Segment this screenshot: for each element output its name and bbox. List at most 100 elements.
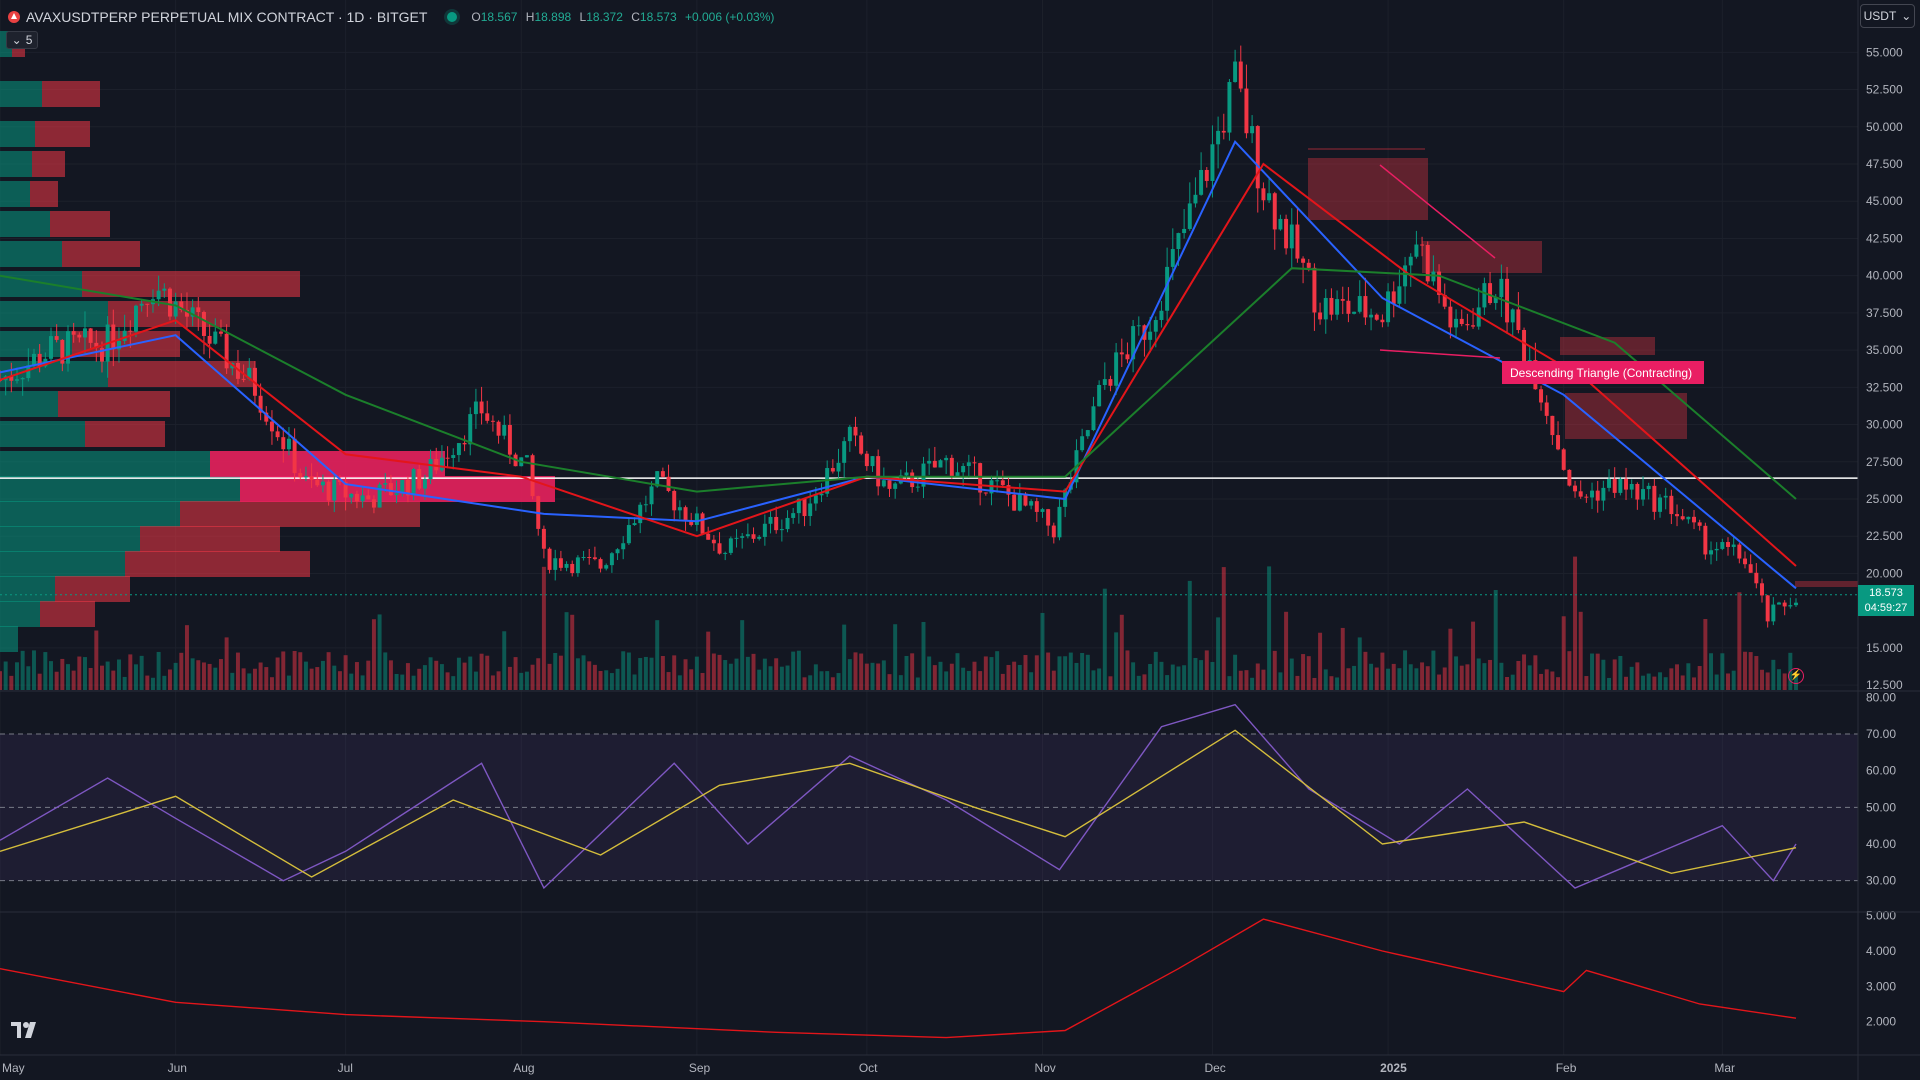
tradingview-logo-icon[interactable] [10, 1020, 44, 1040]
volume-bar [1108, 676, 1113, 690]
rsi-pane[interactable] [0, 703, 1858, 890]
volume-bar [1737, 592, 1742, 690]
volume-bar [672, 655, 677, 690]
candle-body [1646, 485, 1651, 490]
triangle-upper-line [1379, 164, 1496, 259]
volume-bar [1782, 673, 1787, 690]
candle-body [1788, 605, 1793, 607]
candle-body [1765, 595, 1770, 622]
volume-bar [893, 624, 898, 690]
candle-body [1227, 82, 1232, 133]
volume-bar [1618, 655, 1623, 690]
triangle-pattern[interactable] [1379, 164, 1501, 359]
change-value: +0.006 (+0.03%) [684, 10, 775, 24]
candle-body [836, 462, 841, 472]
x-tick-label: 2025 [1380, 1061, 1407, 1075]
low-value: 18.372 [586, 10, 623, 24]
volume-bar [167, 669, 172, 690]
currency-select[interactable]: USDT ⌄ [1860, 4, 1915, 28]
volume-bar [1193, 657, 1198, 690]
volume-bar [853, 652, 858, 690]
volume-bar [621, 651, 626, 690]
candle-body [37, 353, 42, 367]
candle-body [1420, 244, 1425, 246]
candle-body [706, 533, 711, 540]
candle-body [700, 513, 705, 534]
candle-body [796, 498, 801, 514]
chevron-down-icon: ⌄ [11, 33, 22, 47]
candle-body [71, 331, 76, 335]
candle-body [405, 480, 410, 496]
volume-bar [286, 675, 291, 690]
pattern-label[interactable]: Descending Triangle (Contracting) [1502, 361, 1704, 384]
volume-bar [479, 653, 484, 690]
candle-body [1272, 193, 1277, 230]
candle-body [128, 330, 133, 332]
candle-body [479, 401, 484, 414]
volume-bar [961, 667, 966, 690]
candle-body [1567, 469, 1572, 486]
volume-bar [252, 668, 257, 690]
volume-bar [224, 637, 229, 690]
candle-body [507, 424, 512, 455]
volume-bar [1777, 669, 1781, 690]
candle-body [111, 324, 116, 350]
volume-bar [54, 671, 59, 690]
indicators-collapse-button[interactable]: ⌄ 5 [6, 31, 38, 49]
volume-bar [955, 653, 960, 690]
candle-body [672, 490, 677, 511]
candle-body [728, 538, 733, 553]
candle-body [1573, 485, 1578, 492]
vp-up-bar [0, 476, 240, 502]
candle-body [66, 331, 70, 364]
vp-down-bar [180, 501, 420, 527]
candle-body [207, 335, 212, 344]
volume-bar [1397, 668, 1402, 690]
candle-body [768, 516, 773, 524]
volume-bar [451, 676, 456, 690]
volume-bar [190, 658, 195, 690]
volume-bar [394, 673, 399, 690]
vp-down-bar [55, 576, 130, 602]
candle-body [1267, 193, 1272, 201]
candle-body [751, 534, 756, 539]
volume-bar [660, 655, 665, 690]
candle-body [1652, 485, 1657, 512]
candle-body [1737, 544, 1742, 559]
candle-body [275, 431, 280, 438]
vp-up-bar [0, 331, 72, 357]
vp-up-bar [0, 391, 58, 417]
volume-bar [1000, 673, 1005, 690]
candle-body [1221, 130, 1226, 133]
candle-body [281, 437, 286, 450]
vp-up-bar [0, 626, 18, 652]
candle-body [1584, 496, 1589, 498]
pattern-label-box [1502, 361, 1704, 384]
candle-body [468, 414, 473, 445]
volume-bar [281, 651, 286, 690]
volume-bar [201, 662, 206, 690]
candle-body [944, 457, 949, 461]
y-tick-label: 40.000 [1866, 269, 1903, 283]
volume-bar [1046, 652, 1051, 690]
candle-body [1471, 325, 1476, 327]
candle-body [1550, 415, 1555, 436]
volume-bar [1624, 676, 1629, 690]
volume-bar [1578, 611, 1583, 690]
atr-pane[interactable] [0, 918, 1797, 1039]
candle-body [740, 536, 745, 538]
volume-bar [689, 669, 694, 690]
candle-body [315, 479, 320, 486]
candle-body [139, 303, 144, 306]
symbol-title[interactable]: AVAXUSDTPERP PERPETUAL MIX CONTRACT · 1D… [26, 9, 428, 25]
volume-bar [258, 662, 263, 690]
volume-bar [1471, 621, 1476, 690]
alert-icon[interactable]: ⚡ [1788, 668, 1804, 684]
volume-bar [1136, 675, 1141, 690]
volume-bar [1510, 674, 1515, 690]
volume-bar [944, 671, 949, 690]
volume-bar [502, 631, 507, 690]
candle-body [887, 480, 892, 489]
